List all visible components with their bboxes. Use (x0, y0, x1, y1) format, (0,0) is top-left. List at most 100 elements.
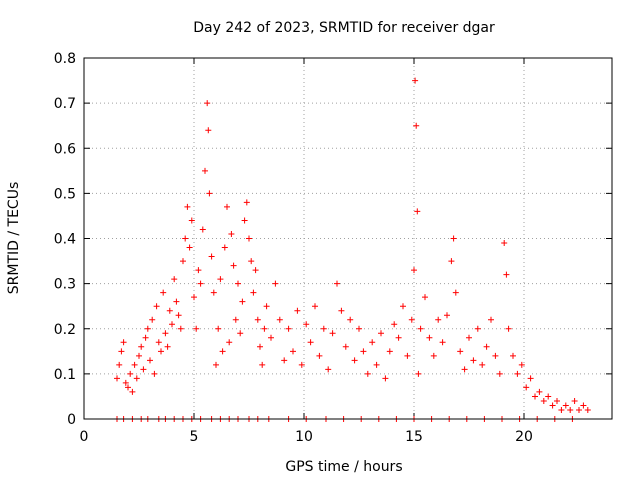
data-point (338, 307, 345, 314)
data-point (276, 316, 283, 323)
data-point (206, 190, 213, 197)
data-point (133, 375, 140, 382)
x-tick-label: 20 (515, 429, 533, 445)
data-point (347, 316, 354, 323)
data-point (439, 339, 446, 346)
data-point (210, 289, 217, 296)
data-point (422, 294, 428, 301)
data-point (356, 325, 362, 332)
data-point (413, 122, 420, 129)
data-point (202, 167, 208, 174)
data-point (488, 316, 494, 323)
data-point (510, 352, 516, 359)
data-point (549, 402, 556, 409)
x-axis-label: GPS time / hours (285, 459, 402, 475)
data-point (554, 397, 560, 404)
x-tick-label: 5 (190, 429, 199, 445)
data-point (382, 375, 389, 382)
data-point (142, 334, 149, 341)
data-point (237, 330, 244, 337)
data-point (415, 370, 422, 377)
data-point (312, 303, 318, 310)
data-point (191, 294, 197, 301)
data-point (195, 267, 202, 274)
data-point (193, 325, 200, 332)
data-point (404, 352, 411, 359)
data-point (360, 348, 367, 355)
data-point (430, 352, 437, 359)
data-point (149, 316, 156, 323)
data-point (316, 352, 323, 359)
data-point (411, 267, 417, 274)
data-point (204, 100, 211, 107)
data-point (127, 370, 134, 377)
data-point (261, 325, 268, 332)
plot-frame (83, 57, 613, 420)
data-point (177, 325, 184, 332)
y-tick-label: 0.1 (54, 367, 76, 383)
data-point (114, 375, 120, 382)
y-tick-label: 0.2 (54, 322, 76, 338)
data-point (474, 325, 481, 332)
data-point (298, 361, 305, 368)
data-point (412, 77, 419, 84)
data-point (540, 397, 547, 404)
data-point (334, 280, 340, 287)
data-point (151, 370, 158, 377)
data-point (290, 348, 296, 355)
data-point (235, 280, 241, 287)
data-point (378, 330, 384, 337)
data-point (483, 343, 490, 350)
data-point (254, 316, 261, 323)
data-point (461, 366, 468, 373)
data-point (466, 334, 472, 341)
data-point (182, 235, 189, 242)
x-tick-label: 0 (80, 429, 89, 445)
data-point (215, 325, 222, 332)
data-point (386, 348, 393, 355)
data-point (444, 312, 450, 319)
axis-ticks: 0 0.1 0.2 0.3 0.4 0.5 0.6 0.7 0.8 0 5 10 15 20 (54, 51, 612, 445)
data-point (576, 406, 582, 413)
data-point (395, 334, 402, 341)
data-point (435, 316, 442, 323)
data-point (268, 334, 274, 341)
data-point (120, 339, 127, 346)
data-point (307, 339, 314, 346)
data-point (450, 235, 457, 242)
y-tick-label: 0.7 (54, 96, 76, 112)
data-point (250, 289, 257, 296)
x-tick-label: 15 (405, 429, 423, 445)
data-point (567, 406, 574, 413)
y-tick-label: 0 (67, 412, 76, 428)
data-point (217, 276, 224, 283)
data-point (228, 230, 235, 237)
data-point (213, 361, 219, 368)
data-point (562, 402, 569, 409)
data-point (364, 370, 371, 377)
data-point (527, 375, 534, 382)
data-point (351, 357, 358, 364)
data-point (580, 402, 587, 409)
data-point (457, 348, 464, 355)
data-point (153, 303, 160, 310)
data-point (320, 325, 327, 332)
data-point (125, 384, 131, 391)
data-point (122, 379, 129, 386)
data-point (186, 244, 193, 251)
data-point (492, 352, 499, 359)
data-point (448, 258, 455, 265)
data-point (391, 321, 398, 328)
data-point (118, 348, 125, 355)
data-point (147, 357, 153, 364)
data-point (158, 348, 164, 355)
data-point (171, 276, 178, 283)
data-point (263, 303, 270, 310)
data-point (294, 307, 301, 314)
data-point (505, 325, 512, 332)
y-tick-label: 0.6 (54, 141, 76, 157)
data-point (155, 339, 162, 346)
data-point (252, 267, 259, 274)
data-point (188, 217, 195, 224)
